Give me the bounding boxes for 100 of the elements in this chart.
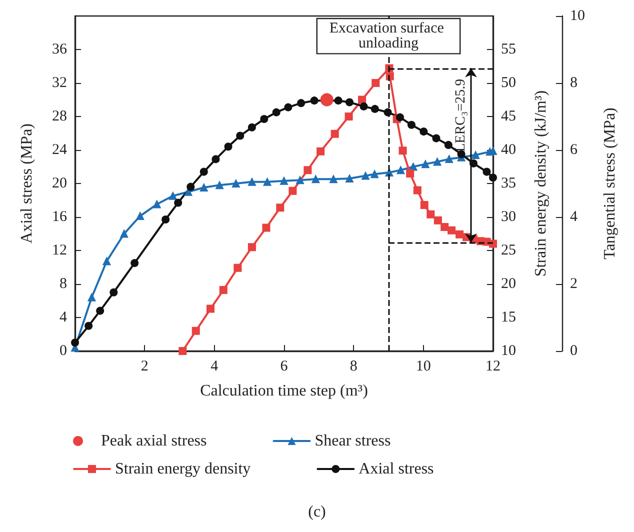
y-tick-label: 12 [52, 242, 67, 258]
point [472, 151, 480, 160]
point [312, 175, 320, 184]
annotation: LERC₃=25.9 [454, 78, 468, 152]
point [110, 288, 118, 296]
y2-tick-label: 15 [501, 310, 516, 326]
point [426, 210, 435, 218]
point [168, 192, 177, 200]
x-tick-label: 10 [416, 358, 431, 374]
y2-axis-title: Strain energy density (kJ/m³) [532, 90, 550, 277]
point [370, 170, 379, 178]
point [456, 230, 464, 238]
point [162, 216, 170, 224]
point [358, 96, 366, 104]
y2-tick-label: 10 [501, 343, 516, 359]
point [224, 142, 232, 151]
y-tick-label: 8 [60, 276, 67, 292]
point [186, 182, 195, 191]
point [284, 103, 292, 112]
point [200, 168, 208, 176]
point [372, 79, 380, 87]
point [280, 176, 288, 185]
point [345, 98, 354, 106]
point [120, 230, 128, 238]
point [440, 223, 449, 232]
point [272, 108, 280, 116]
point [88, 293, 96, 302]
point [329, 175, 338, 184]
point [421, 160, 430, 168]
point [406, 169, 414, 178]
y-tick-label: 32 [52, 75, 67, 91]
point [130, 259, 139, 268]
point [362, 172, 370, 180]
point [396, 166, 405, 174]
point [136, 212, 144, 220]
point [304, 166, 312, 174]
point [420, 200, 428, 209]
y2-tick-label: 50 [501, 75, 516, 91]
y-tick-label: 4 [60, 310, 68, 326]
point [444, 140, 452, 149]
y2-tick-label: 25 [501, 242, 516, 258]
point [310, 96, 318, 105]
point [360, 102, 368, 110]
point [260, 115, 268, 124]
point [296, 176, 304, 184]
y-tick-label: 28 [52, 108, 67, 124]
legend-label: Axial stress [358, 460, 434, 478]
y-axis-title: Axial stress (MPa) [18, 124, 36, 244]
legend-label: Strain energy density [115, 460, 251, 478]
point [288, 186, 297, 195]
x-tick-label: 4 [210, 358, 219, 374]
point [234, 264, 242, 272]
legend-label: Peak axial stress [101, 432, 207, 450]
point [413, 186, 422, 194]
point [84, 322, 93, 330]
point [489, 174, 497, 182]
y3-tick-label: 2 [570, 276, 578, 292]
point [432, 134, 440, 142]
point [320, 93, 334, 106]
point [236, 132, 244, 140]
y-tick-label: 24 [52, 142, 68, 158]
point [262, 224, 270, 232]
point [71, 338, 79, 347]
y-tick-label: 36 [52, 42, 68, 58]
y-tick-label: 16 [52, 209, 68, 225]
point [370, 104, 379, 113]
y2-tick-label: 30 [501, 209, 516, 225]
point [276, 204, 284, 212]
point [409, 162, 418, 171]
legend-label: Shear stress [314, 432, 391, 450]
point [345, 174, 354, 182]
point [102, 257, 111, 266]
point [297, 99, 306, 108]
y3-tick-label: 0 [570, 343, 578, 359]
point [330, 130, 339, 138]
point [433, 158, 442, 166]
point [448, 226, 456, 234]
point [263, 178, 272, 186]
point [206, 304, 214, 313]
x-tick-label: 2 [140, 358, 148, 374]
point [344, 112, 353, 120]
point [445, 155, 454, 164]
text: (c) [308, 504, 326, 520]
annotation: Excavation surface unloading [329, 20, 448, 52]
point [248, 123, 256, 132]
x-tick-label: 6 [280, 358, 288, 374]
y3-tick-label: 4 [570, 209, 578, 225]
point [216, 181, 224, 190]
y2-tick-label: 55 [501, 42, 516, 58]
y3-tick-label: 10 [570, 8, 585, 24]
point [174, 198, 182, 207]
point [192, 326, 200, 335]
point [420, 128, 428, 136]
point [396, 113, 404, 122]
point [219, 286, 228, 294]
point [407, 120, 416, 129]
y3-tick-label: 8 [570, 75, 578, 91]
y-tick-label: 20 [52, 176, 67, 192]
y2-tick-label: 40 [501, 142, 516, 158]
x-tick-label: 8 [350, 358, 358, 374]
